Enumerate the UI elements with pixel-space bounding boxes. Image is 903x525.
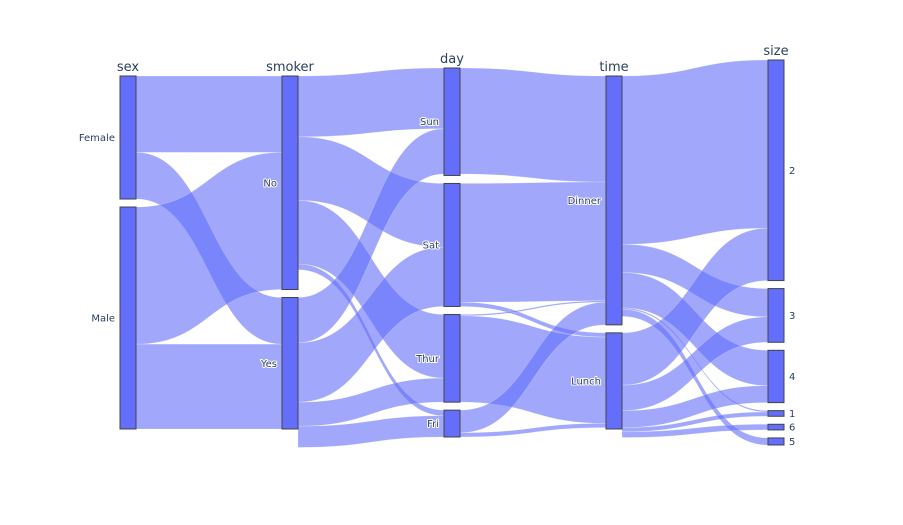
dimension-title[interactable]: day <box>440 52 464 67</box>
ribbon-day-Sun-to-time-Dinner[interactable] <box>459 67 607 183</box>
category-label: Thur <box>415 354 440 365</box>
category-bar-6[interactable] <box>767 423 785 431</box>
category-label: 1 <box>789 409 795 420</box>
category-bar-Yes[interactable] <box>281 297 299 430</box>
dimension-title[interactable]: time <box>599 60 628 75</box>
category-bar-Lunch[interactable] <box>605 332 623 430</box>
category-label: Sun <box>420 117 439 128</box>
category-label: 5 <box>789 437 795 448</box>
dimension-smoker[interactable]: smoker No Yes <box>259 60 315 430</box>
category-bar-5[interactable] <box>767 437 785 446</box>
category-label: Sat <box>423 240 439 251</box>
category-bar-4[interactable] <box>767 349 785 404</box>
category-label: Yes <box>260 359 277 370</box>
dimension-size[interactable]: size 2 3 4 1 6 5 <box>763 44 796 449</box>
category-label: Male <box>91 314 115 325</box>
category-bar-1[interactable] <box>767 410 785 417</box>
category-label: 3 <box>789 311 795 322</box>
ribbon-sex-Male-to-smoker-Yes[interactable] <box>135 343 283 430</box>
category-bar-Female[interactable] <box>119 75 137 200</box>
category-label: Dinner <box>568 196 602 207</box>
category-label: Lunch <box>571 376 601 387</box>
category-bar-Sun[interactable] <box>443 67 461 176</box>
category-bar-No[interactable] <box>281 75 299 291</box>
category-bar-Male[interactable] <box>119 206 137 430</box>
dimension-title[interactable]: sex <box>117 60 140 75</box>
ribbon-layer <box>135 59 769 448</box>
category-bar-Thur[interactable] <box>443 313 461 403</box>
ribbon-sex-Female-to-smoker-No[interactable] <box>135 75 283 153</box>
category-bar-Dinner[interactable] <box>605 75 623 326</box>
category-label: 6 <box>789 423 795 434</box>
dimension-sex[interactable]: sex Female Male <box>78 60 140 430</box>
category-bar-3[interactable] <box>767 288 785 343</box>
dimension-time[interactable]: time Dinner Lunch <box>567 60 629 430</box>
category-label: Female <box>79 133 115 144</box>
category-bar-Fri[interactable] <box>443 409 461 438</box>
dimension-title[interactable]: size <box>763 44 788 59</box>
category-label: 4 <box>789 372 795 383</box>
category-bar-Sat[interactable] <box>443 182 461 307</box>
category-label: Fri <box>427 419 439 430</box>
dimension-layer: sex Female Male smoker No Yes day Sun Sat Thur Fri… <box>78 44 797 449</box>
dimension-day[interactable]: day Sun Sat Thur Fri <box>414 52 464 438</box>
ribbon-time-Dinner-to-size-2[interactable] <box>621 59 769 245</box>
category-label: No <box>263 178 277 189</box>
category-label: 2 <box>789 166 795 177</box>
dimension-title[interactable]: smoker <box>266 60 314 75</box>
category-bar-2[interactable] <box>767 59 785 282</box>
